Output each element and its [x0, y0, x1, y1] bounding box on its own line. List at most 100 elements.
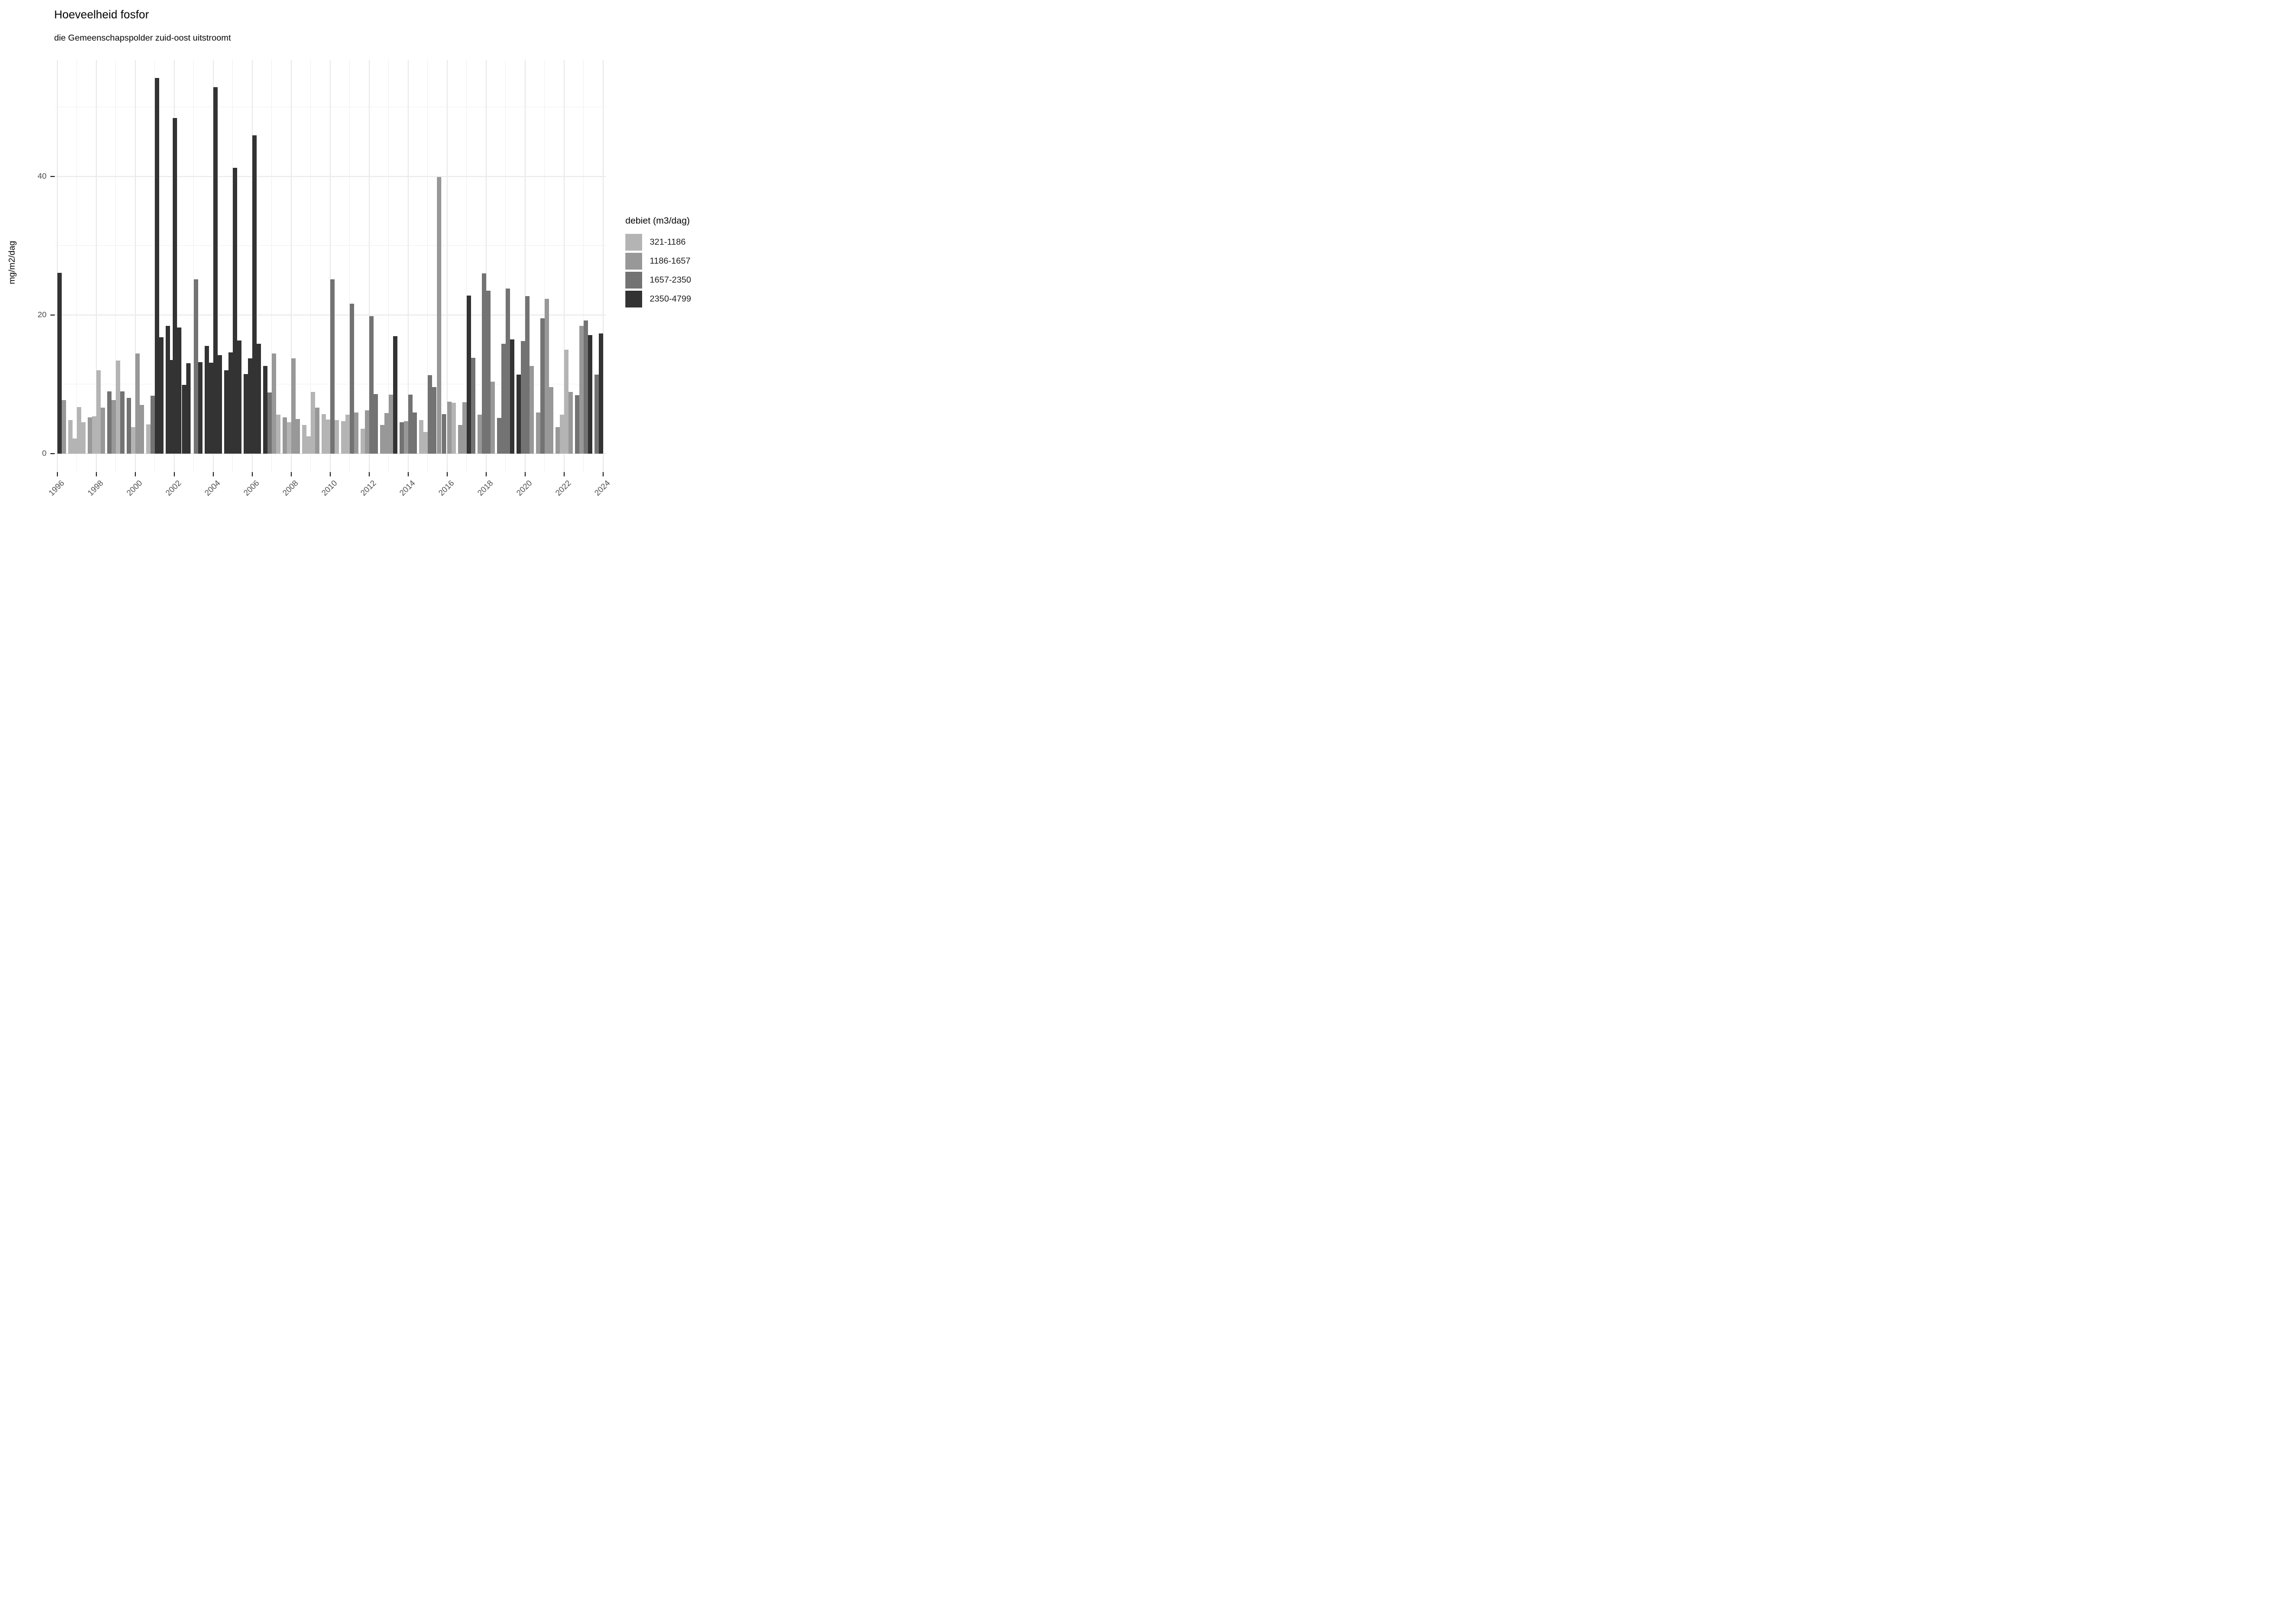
bar [77, 407, 82, 454]
bar [306, 436, 311, 454]
bar [432, 387, 436, 454]
legend-label: 1657-2350 [650, 275, 691, 285]
bar [233, 168, 238, 454]
bar [92, 416, 97, 454]
bar [126, 398, 131, 454]
bar [548, 387, 553, 454]
gridline-x-major [212, 60, 214, 472]
x-tick-label: 1996 [47, 479, 67, 498]
x-tick-label: 2020 [515, 479, 534, 498]
x-tick-label: 2012 [359, 479, 378, 498]
bar [272, 353, 277, 454]
bar [61, 400, 66, 454]
bar [560, 415, 565, 454]
bar [263, 366, 267, 454]
x-tick-mark [134, 472, 136, 476]
legend-items: 321-1186 1186-1657 1657-2350 2350-4799 [625, 234, 691, 307]
bar [213, 87, 218, 454]
bar [467, 295, 472, 454]
legend-swatch [625, 272, 642, 289]
bar [423, 432, 428, 454]
bar [529, 366, 534, 454]
bar [579, 326, 584, 454]
gridline-x-minor [154, 60, 155, 472]
bar [81, 422, 86, 454]
bar [267, 392, 272, 454]
bar [204, 346, 209, 454]
bar [248, 358, 253, 454]
bar [155, 77, 160, 454]
bar [256, 344, 261, 454]
gridline-x-major [134, 60, 136, 472]
bar [393, 336, 397, 454]
bar [321, 414, 326, 454]
gridline-x-major [251, 60, 253, 472]
x-tick-mark [407, 472, 409, 476]
bar [181, 384, 186, 454]
y-tick-label: 0 [42, 448, 47, 458]
bar [177, 327, 182, 454]
bar [252, 135, 257, 454]
x-tick-mark [368, 472, 370, 476]
bar [228, 352, 233, 454]
y-tick-label: 20 [37, 310, 47, 319]
gridline-x-minor [505, 60, 506, 472]
bar [354, 412, 358, 454]
bar [490, 381, 495, 454]
bar [471, 358, 475, 454]
legend-label: 1186-1657 [650, 256, 691, 266]
bar [350, 304, 355, 454]
gridline-x-minor [427, 60, 428, 472]
x-tick-mark [329, 472, 331, 476]
legend-swatch [625, 253, 642, 270]
bar [186, 363, 191, 454]
bar [535, 412, 540, 454]
bar [482, 273, 487, 454]
gridline-x-major [329, 60, 331, 472]
x-tick-label: 2016 [437, 479, 456, 498]
x-tick-label: 2008 [281, 479, 300, 498]
bar [451, 403, 456, 454]
bar [96, 370, 101, 454]
bar [112, 400, 116, 454]
x-tick-mark [563, 472, 565, 476]
x-tick-label: 2014 [398, 479, 417, 498]
bar [496, 418, 501, 454]
bar [399, 422, 404, 454]
bar [146, 424, 151, 454]
gridline-x-major [446, 60, 448, 472]
bar [437, 176, 442, 454]
bar [428, 375, 433, 454]
bar [170, 359, 175, 454]
bar [217, 355, 222, 454]
bar [165, 326, 170, 454]
bar [194, 279, 199, 454]
bar [57, 272, 62, 454]
bar [116, 361, 121, 454]
bar [107, 391, 112, 454]
bar [295, 418, 300, 454]
x-tick-mark [95, 472, 97, 476]
bar [404, 421, 409, 454]
bar [486, 290, 491, 454]
bar [555, 427, 560, 454]
x-tick-label: 2002 [164, 479, 184, 498]
x-tick-label: 1998 [86, 479, 106, 498]
x-tick-label: 2024 [593, 479, 612, 498]
legend-swatch [625, 234, 642, 251]
bar [516, 374, 521, 454]
bar [151, 396, 155, 454]
bar [447, 401, 452, 454]
bar [224, 370, 228, 454]
bar [209, 363, 214, 454]
legend-title: debiet (m3/dag) [625, 215, 690, 226]
bar [334, 420, 339, 454]
bar [135, 353, 140, 454]
y-tick-mark [50, 314, 55, 316]
bar [419, 420, 423, 454]
bar [599, 333, 604, 454]
bar [87, 417, 92, 454]
x-tick-label: 2018 [476, 479, 495, 498]
x-tick-label: 2010 [320, 479, 339, 498]
gridline-x-minor [232, 60, 233, 472]
